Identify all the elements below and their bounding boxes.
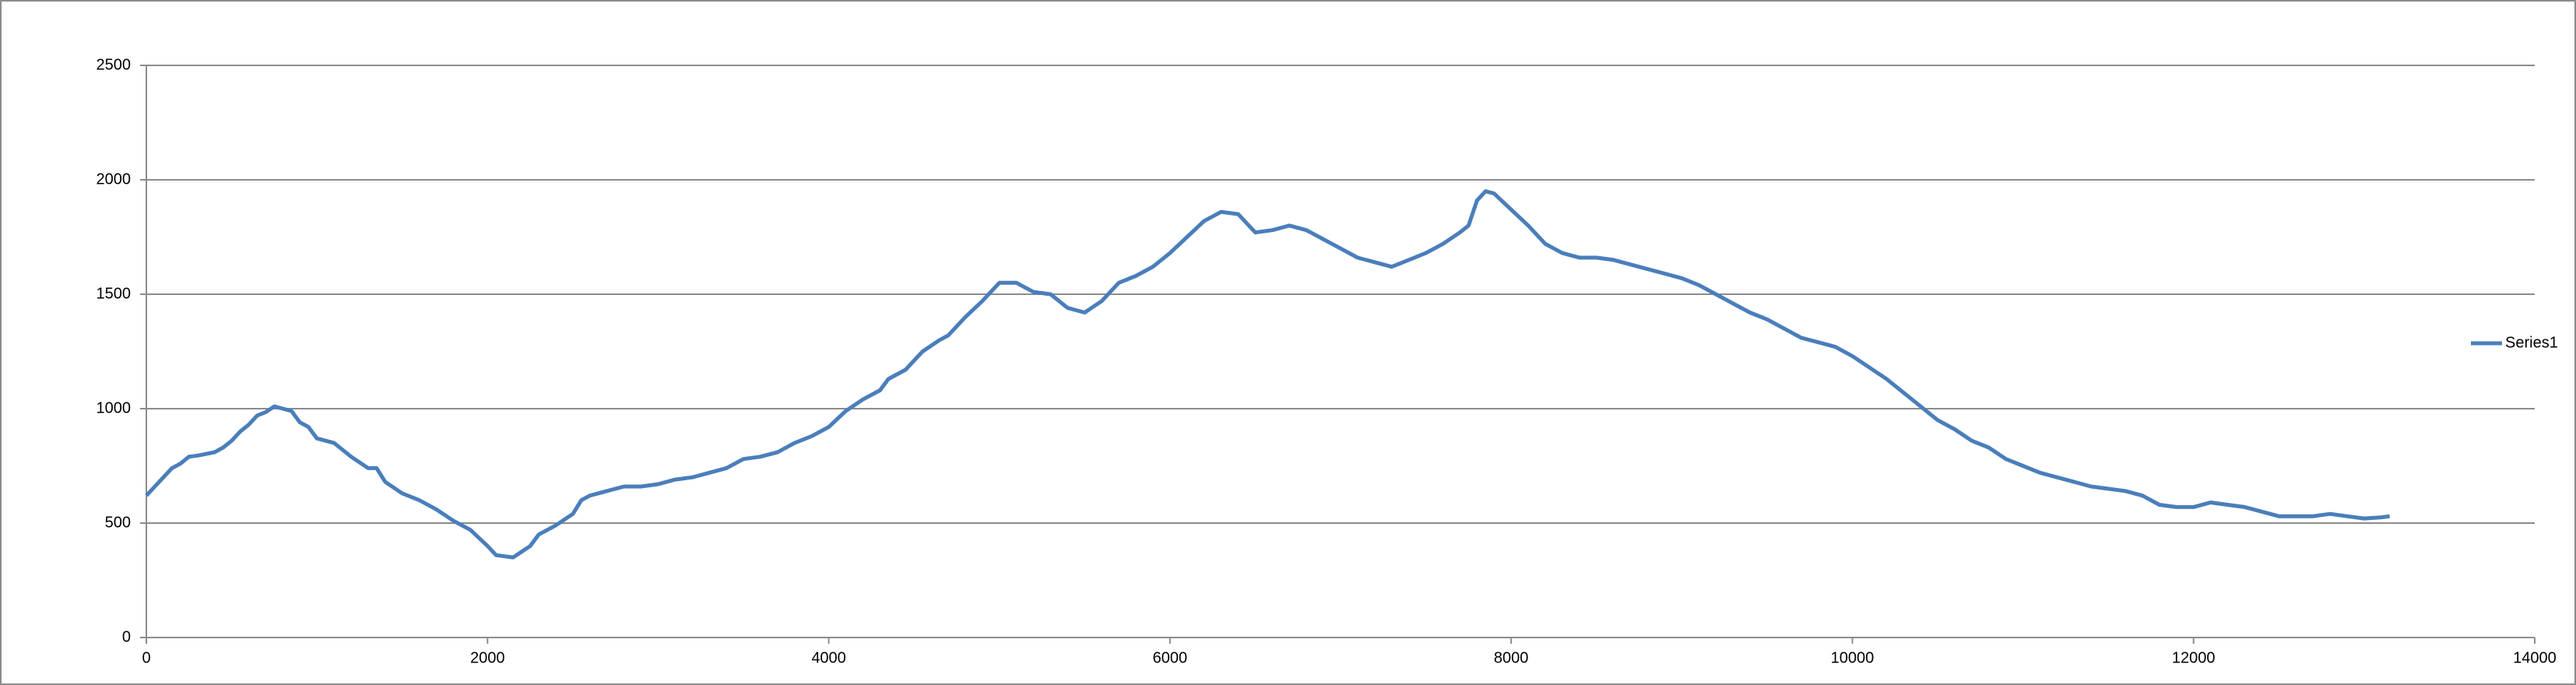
y-tick-label: 2000 bbox=[97, 170, 132, 188]
x-tick-label: 4000 bbox=[811, 649, 846, 666]
x-tick-label: 10000 bbox=[1831, 649, 1875, 666]
x-tick-label: 12000 bbox=[2172, 649, 2216, 666]
x-tick-label: 6000 bbox=[1153, 649, 1188, 666]
legend-label: Series1 bbox=[2505, 334, 2558, 351]
x-tick-label: 8000 bbox=[1494, 649, 1529, 666]
y-tick-label: 1500 bbox=[97, 285, 132, 302]
x-tick-label: 0 bbox=[142, 649, 150, 666]
y-tick-label: 1000 bbox=[97, 399, 132, 416]
y-tick-label: 0 bbox=[122, 628, 131, 645]
data-line bbox=[145, 189, 2391, 560]
x-tick-label: 14000 bbox=[2513, 649, 2557, 666]
x-tick-label: 2000 bbox=[470, 649, 505, 666]
y-tick-label: 2500 bbox=[97, 56, 132, 73]
y-tick-label: 500 bbox=[105, 514, 131, 531]
